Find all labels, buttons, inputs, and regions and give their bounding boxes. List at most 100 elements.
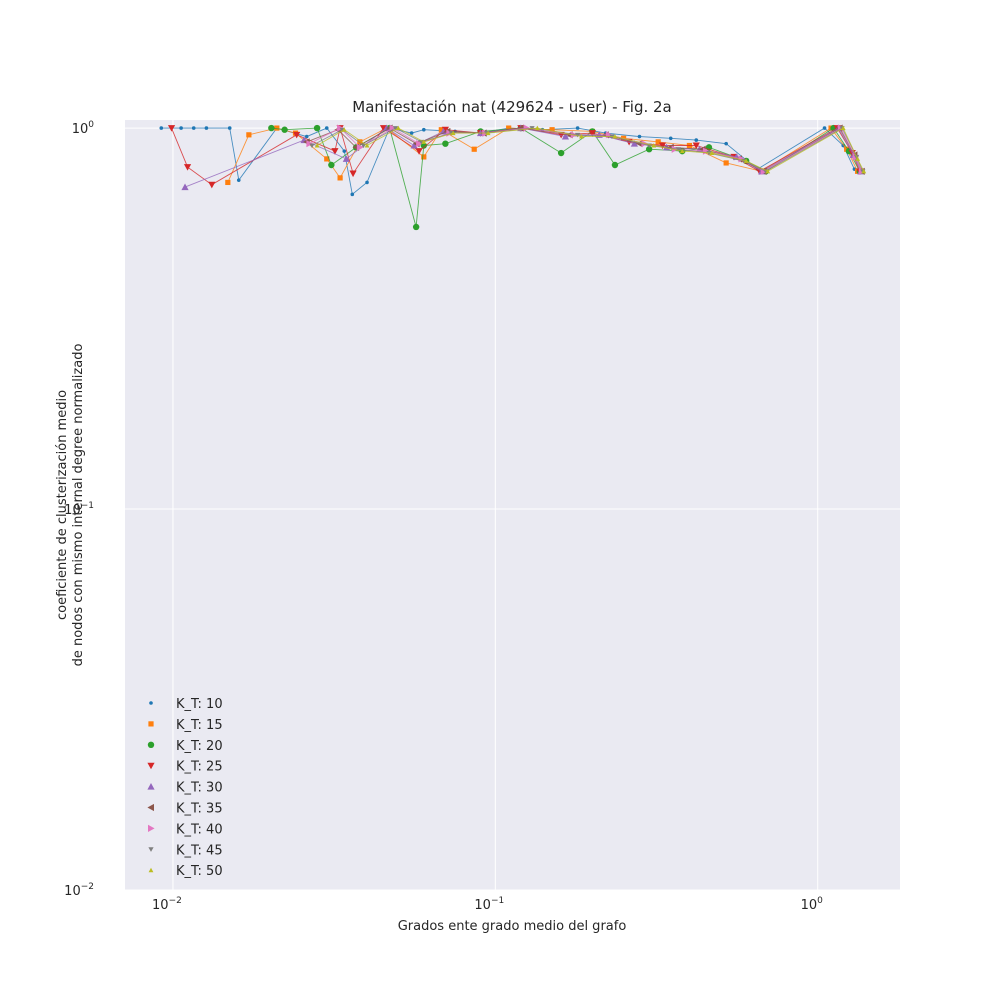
legend-label: K_T: 15 <box>176 718 223 733</box>
data-point <box>575 126 580 130</box>
data-point <box>331 148 339 155</box>
data-point <box>410 141 418 149</box>
legend-label: K_T: 20 <box>176 739 223 754</box>
legend-item: K_T: 45 <box>148 843 223 858</box>
data-point <box>709 150 715 156</box>
data-point <box>471 146 477 152</box>
data-point <box>167 125 176 132</box>
data-point <box>861 168 867 174</box>
y-tick-label: 100 <box>72 120 95 137</box>
data-point <box>159 126 164 130</box>
data-point <box>557 149 565 157</box>
legend-item: K_T: 40 <box>148 822 223 837</box>
legend-marker <box>147 783 155 790</box>
data-point <box>743 158 749 163</box>
data-point <box>442 140 449 147</box>
data-point <box>421 139 427 144</box>
data-point <box>324 156 330 162</box>
data-point <box>360 143 367 149</box>
data-point <box>561 132 570 140</box>
x-tick-label: 100 <box>801 896 824 913</box>
data-point <box>668 136 673 141</box>
data-point <box>723 160 729 166</box>
legend-label: K_T: 25 <box>176 760 223 775</box>
data-point <box>342 149 347 153</box>
data-point <box>191 126 196 130</box>
data-point <box>637 134 642 139</box>
data-point <box>655 139 661 145</box>
legend-marker <box>148 721 154 727</box>
data-point <box>365 180 369 185</box>
data-point <box>549 127 555 133</box>
data-point <box>692 142 700 150</box>
x-axis-label: Grados ente grado medio del grafo <box>398 919 627 934</box>
series-line <box>311 127 864 172</box>
legend-item: K_T: 25 <box>147 760 223 775</box>
legend-label: K_T: 30 <box>176 781 223 796</box>
legend-label: K_T: 35 <box>176 802 223 817</box>
data-point <box>328 161 335 169</box>
data-point <box>324 126 329 130</box>
data-point <box>314 143 320 148</box>
series-line <box>316 127 865 172</box>
legend-marker <box>149 701 153 705</box>
legend-label: K_T: 45 <box>176 843 223 858</box>
data-point <box>357 139 363 145</box>
data-point <box>379 125 388 132</box>
data-point <box>840 125 846 131</box>
data-point <box>293 131 301 139</box>
x-tick-label: 10−2 <box>152 896 182 913</box>
y-tick-label: 10−1 <box>64 501 94 518</box>
data-point <box>179 126 183 130</box>
data-point <box>675 147 682 152</box>
data-point <box>706 151 712 156</box>
series-8 <box>309 126 866 174</box>
data-point <box>246 132 252 138</box>
legend-item: K_T: 10 <box>149 697 223 712</box>
ticks: 10−2 10−1 100 10−2 10−1 100 <box>64 120 823 913</box>
data-point <box>658 142 667 150</box>
data-point <box>225 179 231 186</box>
data-point <box>227 126 232 130</box>
legend-marker <box>148 824 155 832</box>
data-point <box>630 140 638 147</box>
data-point <box>694 138 699 142</box>
data-point <box>579 134 584 139</box>
data-point <box>575 132 581 138</box>
data-point <box>645 146 653 153</box>
data-point <box>274 125 280 131</box>
data-point <box>506 125 512 131</box>
data-point <box>342 155 350 162</box>
y-axis-label-line-1: coeficiente de clusterización medio <box>55 390 70 620</box>
legend-marker <box>147 803 154 812</box>
data-point <box>765 168 771 174</box>
legend-label: K_T: 10 <box>176 697 223 712</box>
legend-item: K_T: 35 <box>147 802 223 817</box>
plot-area <box>125 120 900 890</box>
series-line <box>309 127 863 172</box>
legend-marker <box>147 741 155 748</box>
data-point <box>341 127 347 132</box>
data-point <box>651 143 657 148</box>
data-point <box>268 124 275 132</box>
data-point <box>822 126 827 130</box>
data-point <box>450 130 456 136</box>
legend: K_T: 10 K_T: 15 K_T: 20 K_T: 25 K_T: 30 K_T: … <box>147 697 223 879</box>
chart-title: Manifestación nat (429624 - user) - Fig.… <box>352 98 672 116</box>
data-point <box>485 130 491 136</box>
data-point <box>304 134 309 139</box>
data-point <box>350 192 355 197</box>
data-point <box>415 148 423 155</box>
data-point <box>612 134 618 139</box>
legend-label: K_T: 40 <box>176 822 223 837</box>
legend-item: K_T: 20 <box>147 739 223 754</box>
data-point <box>523 124 531 132</box>
data-point <box>392 126 399 131</box>
data-point <box>313 124 321 132</box>
data-point <box>356 143 364 151</box>
data-point <box>611 161 619 169</box>
data-point <box>422 127 426 132</box>
data-point <box>281 126 288 133</box>
data-point <box>421 154 427 160</box>
